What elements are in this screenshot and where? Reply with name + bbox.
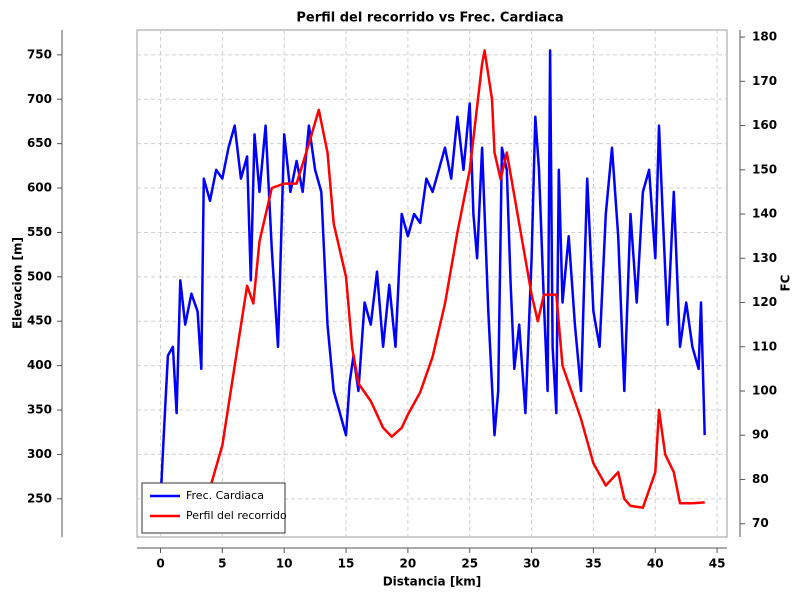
y-tick-label: 600 xyxy=(27,181,52,195)
y2-tick-label: 110 xyxy=(752,339,777,353)
y2-axis-label: FC xyxy=(779,274,793,291)
y2-tick-label: 100 xyxy=(752,384,777,398)
y2-tick-label: 160 xyxy=(752,118,777,132)
y-tick-label: 450 xyxy=(27,314,52,328)
y2-tick-label: 70 xyxy=(752,516,769,530)
x-tick-label: 25 xyxy=(461,557,478,571)
x-tick-label: 20 xyxy=(400,557,417,571)
x-tick-label: 0 xyxy=(156,557,164,571)
y-tick-label: 300 xyxy=(27,447,52,461)
y2-tick-label: 80 xyxy=(752,472,769,486)
y-tick-label: 650 xyxy=(27,136,52,150)
x-tick-label: 15 xyxy=(338,557,355,571)
y2-tick-label: 150 xyxy=(752,162,777,176)
y-tick-label: 700 xyxy=(27,92,52,106)
y2-tick-label: 170 xyxy=(752,74,777,88)
series-line xyxy=(159,49,706,502)
series-line xyxy=(160,49,705,523)
x-tick-label: 35 xyxy=(585,557,602,571)
y-tick-label: 350 xyxy=(27,403,52,417)
y-tick-label: 750 xyxy=(27,47,52,61)
legend-label: Perfil del recorrido xyxy=(186,509,287,522)
chart-title: Perfil del recorrido vs Frec. Cardiaca xyxy=(296,11,563,26)
x-axis-label: Distancia [km] xyxy=(383,575,482,589)
x-tick-label: 5 xyxy=(218,557,226,571)
x-tick-label: 40 xyxy=(647,557,664,571)
y-axis-label: Elevacion [m] xyxy=(11,237,25,329)
legend: Frec. Cardiaca Perfil del recorrido xyxy=(141,482,287,534)
y-tick-label: 250 xyxy=(27,491,52,505)
y2-tick-label: 180 xyxy=(752,30,777,44)
legend-box xyxy=(141,482,286,534)
x-tick-label: 30 xyxy=(523,557,540,571)
y2-tick-label: 130 xyxy=(752,251,777,265)
y-tick-label: 500 xyxy=(27,269,52,283)
lines xyxy=(159,49,706,523)
y2-tick-label: 120 xyxy=(752,295,777,309)
legend-label: Frec. Cardiaca xyxy=(186,489,264,502)
y2-tick-label: 90 xyxy=(752,428,769,442)
y-tick-label: 400 xyxy=(27,358,52,372)
x-tick-label: 45 xyxy=(709,557,726,571)
y2-tick-label: 140 xyxy=(752,207,777,221)
y-tick-label: 550 xyxy=(27,225,52,239)
x-tick-label: 10 xyxy=(276,557,293,571)
